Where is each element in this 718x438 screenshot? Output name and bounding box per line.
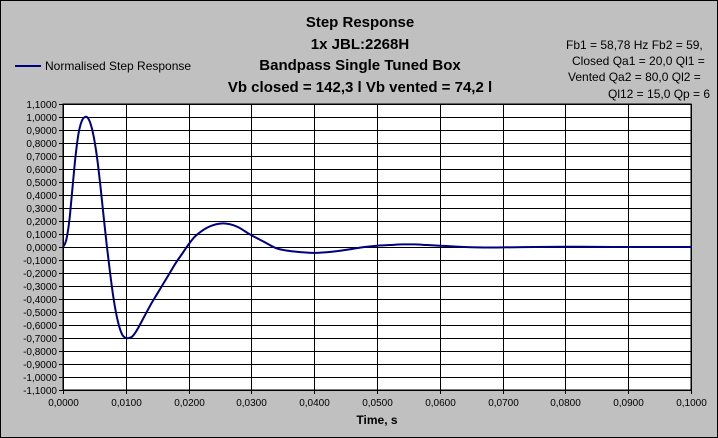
y-tick-label: 0,5000 [26,178,57,189]
x-tick-label: 0,0700 [488,398,519,409]
chart-subtitle-driver: 1x JBL:2268H [310,36,410,53]
y-tick-label: -0,5000 [23,308,57,319]
chart-subtitle-box-type: Bandpass Single Tuned Box [259,57,461,74]
x-tick-label: 0,0000 [48,398,79,409]
y-tick-label: -0,1000 [23,256,57,267]
legend: Normalised Step Response [15,59,191,73]
params-line-1: Fb1 = 58,78 Hz Fb2 = 59, [566,38,703,52]
y-tick-label: 0,7000 [26,152,57,163]
legend-swatch [15,65,41,67]
x-tick-label: 0,0900 [613,398,644,409]
x-tick-label: 0,0800 [550,398,581,409]
y-tick-label: 0,3000 [26,204,57,215]
y-tick-label: 0,0000 [26,243,57,254]
y-tick-label: 0,8000 [26,139,57,150]
y-tick-label: 0,9000 [26,126,57,137]
y-tick-label: 0,4000 [26,191,57,202]
x-tick-label: 0,0600 [425,398,456,409]
y-tick-label: -0,2000 [23,269,57,280]
x-tick-label: 0,0200 [174,398,205,409]
y-tick-label: -0,8000 [23,347,57,358]
y-tick-label: -0,6000 [23,321,57,332]
y-tick-label: 0,6000 [26,165,57,176]
chart-subtitle-volumes: Vb closed = 142,3 l Vb vented = 74,2 l [227,79,493,96]
x-tick-label: 0,1000 [676,398,707,409]
params-line-3: Vented Qa2 = 80,0 Ql2 = [568,70,701,84]
y-tick-label: -0,3000 [23,282,57,293]
chart-title: Step Response [305,14,415,31]
x-tick-label: 0,0300 [236,398,267,409]
y-tick-label: -1,1000 [23,386,57,397]
y-tick-label: 0,2000 [26,217,57,228]
y-tick-label: -1,0000 [23,373,57,384]
x-axis-label: Time, s [356,413,397,427]
y-tick-label: 0,1000 [26,230,57,241]
y-tick-label: -0,4000 [23,295,57,306]
y-tick-label: 1,0000 [26,113,57,124]
x-tick-label: 0,0500 [362,398,393,409]
y-tick-label: 1,1000 [26,100,57,111]
x-tick-label: 0,0100 [111,398,142,409]
params-line-2: Closed Qa1 = 20,0 Ql1 = [572,54,705,68]
x-tick-label: 0,0400 [299,398,330,409]
y-tick-label: -0,7000 [23,334,57,345]
params-line-4: Ql12 = 15,0 Qp = 6 [608,87,711,101]
y-tick-label: -0,9000 [23,360,57,371]
legend-label: Normalised Step Response [45,59,192,73]
series-line-normalised-step-response [62,115,691,340]
